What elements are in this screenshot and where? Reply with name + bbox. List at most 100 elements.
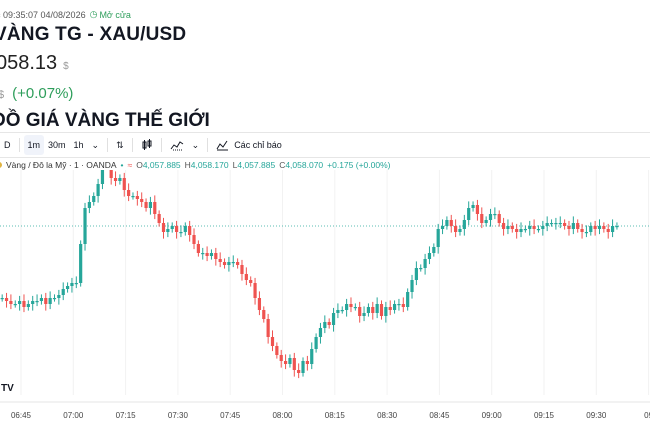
candle [580,229,584,232]
compare-button[interactable]: ⇅ [112,135,128,155]
timeframe-1h[interactable]: 1h [73,140,84,150]
candle [427,253,432,259]
candle [584,232,589,234]
candle [323,322,327,328]
toolbar-divider [131,138,133,152]
candle [157,214,161,223]
x-tick-label: 09:30 [586,411,607,420]
candle [554,223,558,225]
candle [384,307,388,316]
candle [615,226,619,228]
compare-icon: ⇅ [116,139,124,150]
candle [57,295,61,298]
candle [148,202,153,208]
candle [48,298,52,304]
candle [144,202,148,208]
candle [283,361,288,364]
candle [279,355,283,361]
candle [153,202,157,214]
updated-text: c 09:35:07 04/08/2026 [0,9,86,20]
candle [227,262,231,265]
candle [454,226,458,232]
candle [410,280,414,292]
candle [606,229,610,232]
candle [127,190,131,196]
candle [571,223,575,229]
area-chart-button[interactable] [166,135,188,155]
x-tick-label: 07:30 [168,411,189,420]
candle [436,229,440,247]
legend-status-icon: • [120,160,124,170]
clock-icon: ◷ [89,9,98,19]
candle [74,283,78,285]
candle [484,220,488,223]
toolbar-divider [160,138,162,152]
candle [109,170,113,178]
candle [563,223,567,226]
candle [9,301,13,304]
candle [318,328,323,337]
indicators-label: Các chỉ báo [234,140,282,150]
candle [589,226,593,232]
candle [100,170,105,184]
chevron-down-icon: ⌄ [91,139,100,150]
candle [288,358,292,364]
candle [397,304,401,306]
candle-style-button[interactable] [137,135,157,155]
candle [166,229,170,232]
candles-icon [142,139,152,150]
candle [174,226,179,232]
legend-symbol: Vàng / Đô la Mỹ · 1 · OANDA [6,160,117,170]
candle [22,301,26,307]
x-tick-label: 09:15 [534,411,555,420]
candle [340,310,344,312]
candle [79,244,83,283]
candle [506,226,510,229]
timeframe-30m[interactable]: 30m [48,140,66,150]
tradingview-logo: TV [1,383,14,394]
candle [83,208,87,244]
timeframe-1m[interactable]: 1m [23,135,45,155]
indicators-button[interactable]: Các chỉ báo [212,135,286,155]
candle [140,199,144,202]
candlestick-chart[interactable]: 06:45 07:00 07:15 07:30 07:45 08:00 08:15 08:30… [0,170,650,433]
candle [510,226,514,229]
candle [35,301,39,303]
candle [209,253,214,256]
symbol-search-button[interactable]: D [4,140,11,150]
candle [131,196,135,198]
x-tick-label: 06:45 [11,411,32,420]
timeframe-dropdown-button[interactable]: ⌄ [88,135,104,155]
legend-low: L4,057.885 [232,160,276,170]
candle [253,283,257,298]
candle [401,304,405,307]
x-tick-label: 07:45 [220,411,241,420]
chart-section-title: ĐỒ GIÁ VÀNG THẾ GIỚI [0,110,210,131]
candle [301,361,305,373]
candle [545,223,549,226]
x-tick-label: 09:00 [482,411,503,420]
price-currency: $ [63,61,69,72]
page-title: VÀNG TG - XAU/USD [0,24,187,45]
candle [576,223,580,229]
x-tick-label: 08:00 [272,411,293,420]
chart-type-dropdown[interactable]: ⌄ [188,135,204,155]
candle [440,226,445,229]
candle [366,307,371,313]
candle [266,319,270,337]
candle [406,292,410,307]
candle [549,223,554,225]
candle [423,259,427,268]
candle [183,226,187,232]
candle [475,205,480,214]
candle [392,304,397,310]
candle [414,268,418,280]
candle [353,307,357,309]
candle [122,178,126,190]
candle [449,220,453,226]
candle [179,232,183,234]
candle [523,229,527,231]
candle [214,253,218,259]
candle [61,289,65,295]
candle [519,229,523,232]
